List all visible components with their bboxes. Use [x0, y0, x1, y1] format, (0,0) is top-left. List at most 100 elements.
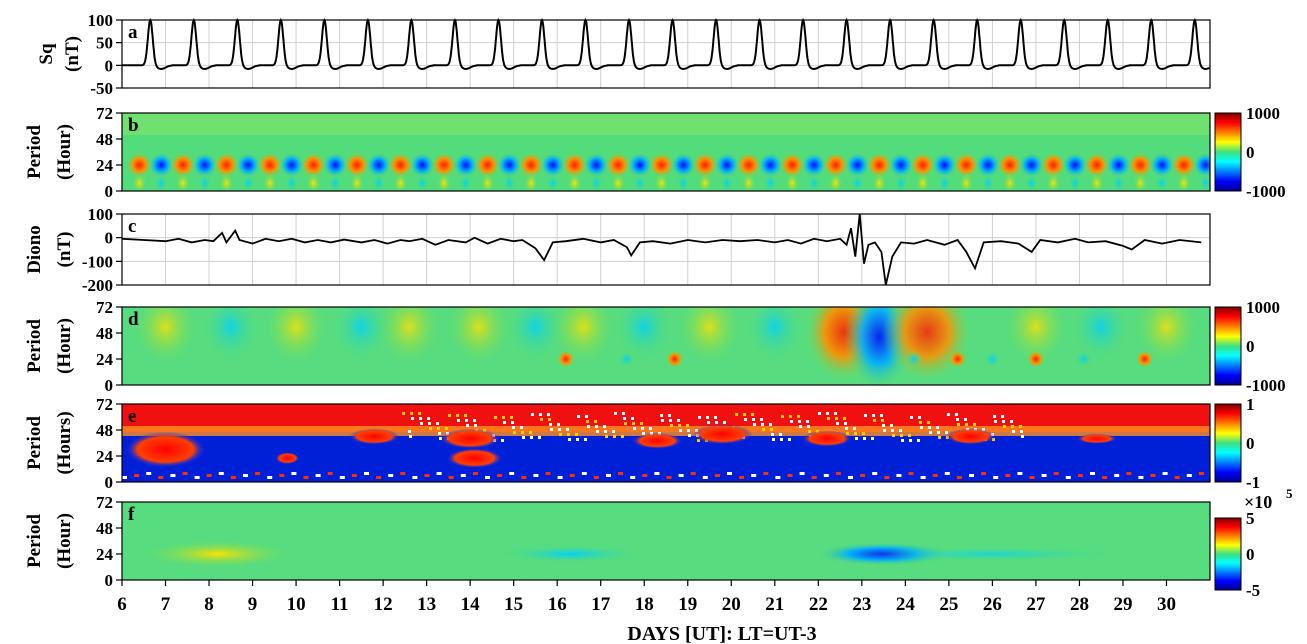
heatmap-e-speckle [445, 427, 448, 430]
heatmap-e-speckle [982, 428, 985, 431]
heatmap-e-speckle [577, 415, 580, 418]
heatmap-e-speckle [883, 429, 886, 432]
heatmap-e-speckle [631, 417, 634, 420]
heatmap-d-blob [1135, 350, 1154, 368]
heatmap-e-speckle [760, 418, 763, 421]
panel-label-f: f [128, 504, 135, 525]
heatmap-e-speckle [649, 427, 652, 430]
heatmap-e-bottom [182, 472, 188, 475]
heatmap-b-stem [654, 173, 669, 191]
heatmap-f-blob [142, 540, 293, 568]
heatmap-e-bottom [932, 474, 938, 477]
heatmap-e-speckle [1011, 425, 1014, 428]
ytick-label-e: 0 [105, 473, 114, 492]
heatmap-b-stem [1068, 173, 1083, 191]
heatmap-b-stem [937, 173, 952, 191]
ylabel-e: (Hours) [54, 411, 75, 474]
heatmap-b-blob [1083, 152, 1110, 178]
heatmap-e-speckle [530, 436, 533, 439]
ylabel-c: Diono [24, 225, 45, 274]
axes-frame-e [121, 403, 1211, 483]
heatmap-e-speckle [613, 435, 616, 438]
heatmap-e-speckle [715, 421, 718, 424]
heatmap-e-speckle [522, 436, 525, 439]
ytick-label-b: 0 [105, 182, 114, 201]
xtick-label: 18 [635, 594, 654, 615]
panel-label-e: e [128, 406, 136, 427]
ytick-label-f: 72 [96, 493, 113, 512]
heatmap-b-top [122, 113, 1210, 135]
xtick-label: 6 [117, 594, 127, 615]
heatmap-e-speckle [1021, 435, 1024, 438]
colorbar-f-exponent: 5 [1286, 486, 1293, 501]
heatmap-b-stem [872, 173, 887, 191]
heatmap-e-bottom [678, 474, 684, 477]
heatmap-e-speckle [899, 429, 902, 432]
heatmap-e-speckle [614, 412, 617, 415]
xtick-label: 26 [983, 594, 1002, 615]
colorbar-e-tick: -1 [1246, 473, 1260, 492]
heatmap-e-speckle [918, 416, 921, 419]
heatmap-e-speckle [559, 433, 562, 436]
heatmap-b-blob [888, 152, 915, 178]
diono-line [121, 213, 1202, 286]
heatmap-e-speckle [603, 425, 606, 428]
heatmap-e-speckle [604, 430, 607, 433]
xtick-label: 27 [1026, 594, 1046, 615]
heatmap-e-speckle [928, 426, 931, 429]
colorbar-d [1214, 306, 1242, 386]
heatmap-e-speckle [908, 434, 911, 437]
xtick-label: 21 [765, 594, 784, 615]
ytick-label-c: -200 [82, 276, 113, 295]
heatmap-d-plume [198, 307, 263, 365]
heatmap-d-plume [264, 307, 329, 365]
heatmap-e-bottom [533, 474, 539, 477]
heatmap-e-bottom [1041, 474, 1047, 477]
heatmap-e-speckle [797, 415, 800, 418]
heatmap-e-speckle [668, 414, 671, 417]
heatmap-e-speckle [753, 423, 756, 426]
heatmap-b-stem [458, 173, 473, 191]
heatmap-b-blob [1170, 152, 1197, 178]
heatmap-e-bottom [1053, 472, 1059, 475]
heatmap-e-speckle [863, 437, 866, 440]
panel-label-a: a [128, 22, 138, 43]
heatmap-e-bottom [460, 474, 466, 477]
panel-label-d: d [128, 309, 139, 330]
heatmap-e-bottom [485, 476, 490, 479]
heatmap-e-speckle [457, 419, 460, 422]
heatmap-e-speckle [788, 438, 791, 441]
ytick-label-d: 48 [96, 324, 113, 343]
heatmap-e-speckle [584, 438, 587, 441]
heatmap-e-bottom [194, 476, 200, 479]
heatmap-e-speckle [575, 433, 578, 436]
heatmap-e-bottom [593, 476, 599, 479]
colorbar-b-tick: 1000 [1246, 104, 1280, 123]
heatmap-e-bottom [1017, 472, 1023, 475]
heatmap-b-blob [148, 152, 175, 178]
heatmap-e-speckle [548, 418, 551, 421]
heatmap-b-blob [779, 152, 806, 178]
heatmap-e-bottom [908, 472, 914, 475]
heatmap-e-bottom [412, 476, 418, 479]
heatmap-e-speckle [781, 415, 784, 418]
heatmap-b-stem [284, 173, 299, 191]
heatmap-e-speckle [429, 427, 432, 430]
heatmap-b-stem [1002, 173, 1017, 191]
heatmap-e-speckle [587, 425, 590, 428]
heatmap-e-bottom [364, 472, 369, 475]
xtick-label: 17 [591, 594, 611, 615]
heatmap-e-speckle [770, 428, 773, 431]
heatmap-e-bottom [956, 476, 962, 479]
heatmap-e-speckle [826, 412, 829, 415]
heatmap-e-speckle [411, 417, 414, 420]
ytick-label-b: 72 [96, 104, 113, 123]
heatmap-e-bottom [993, 476, 999, 479]
heatmap-b-blob [300, 152, 327, 178]
heatmap-e-bottom [642, 474, 648, 477]
heatmap-e-bottom [860, 474, 866, 477]
heatmap-e-bottom [763, 472, 769, 475]
heatmap-e-bottom [1077, 474, 1083, 477]
heatmap-e-speckle [743, 413, 746, 416]
